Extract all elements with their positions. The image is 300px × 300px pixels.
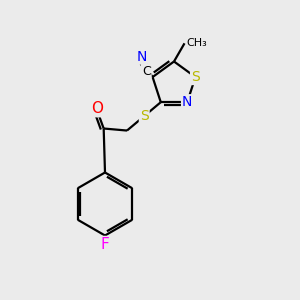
Text: C: C (142, 64, 151, 78)
Text: O: O (91, 101, 103, 116)
Text: N: N (182, 95, 192, 109)
Text: S: S (140, 109, 148, 123)
Text: S: S (191, 70, 200, 84)
Text: N: N (136, 50, 147, 64)
Text: F: F (100, 237, 109, 252)
Text: CH₃: CH₃ (186, 38, 207, 48)
